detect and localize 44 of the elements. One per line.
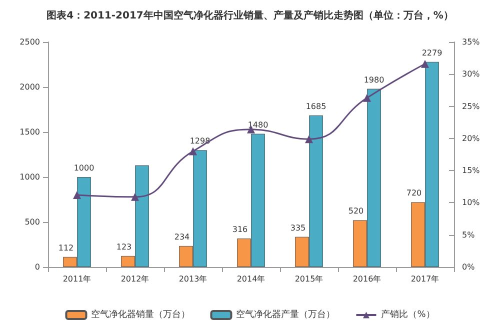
data-label: 234	[174, 232, 190, 242]
x-tick-label: 2014年	[236, 274, 266, 284]
data-label: 1980	[364, 75, 384, 84]
y-tick-label: 1000	[20, 172, 40, 182]
data-label: 316	[232, 225, 248, 234]
y-tick-label: 1500	[20, 128, 40, 136]
y2-tick-label: 35%	[462, 38, 480, 46]
y-tick-label: 2000	[20, 82, 40, 92]
legend-label: 空气净化器销量（万台）	[91, 309, 190, 320]
y-tick-label: 0	[34, 262, 40, 272]
data-label: 720	[406, 188, 422, 198]
y2-tick-label: 25%	[462, 102, 480, 111]
x-tick-label: 2013年	[178, 274, 208, 284]
data-label: 1000	[74, 164, 94, 172]
y2-tick-label: 5%	[462, 230, 476, 240]
legend-label: 产销比（%）	[381, 309, 435, 320]
data-label: 2279	[422, 48, 442, 58]
point	[73, 191, 81, 199]
point	[305, 135, 313, 144]
chart-title: 图表4：2011-2017年中国空气净化器行业销量、产量及产销比走势图（单位：万台，%）	[46, 10, 454, 22]
point	[421, 60, 429, 68]
y-tick-label: 500	[24, 218, 40, 226]
x-tick-label: 2016年	[352, 274, 382, 284]
y2-tick-label: 10%	[462, 198, 480, 208]
y2-tick-label: 0%	[462, 262, 476, 272]
x-tick-label: 2017年	[410, 274, 440, 284]
y2-tick-label: 15%	[462, 166, 480, 176]
data-label: 112	[58, 243, 74, 252]
point	[189, 147, 197, 156]
x-tick-label: 2012年	[120, 274, 150, 284]
point	[131, 192, 139, 201]
data-label: 1298	[190, 136, 210, 146]
data-label: 1685	[306, 102, 326, 111]
y2-tick-label: 30%	[462, 70, 480, 79]
y2-tick-label: 20%	[462, 134, 480, 143]
data-label: 1480	[248, 120, 268, 130]
legend-label: 空气净化器产量（万台）	[236, 309, 336, 320]
x-tick-label: 2015年	[294, 274, 324, 284]
point	[363, 94, 371, 102]
y-tick-label: 2500	[20, 38, 40, 46]
data-label: 520	[348, 206, 364, 216]
data-label: 123	[116, 242, 132, 252]
data-label: 335	[290, 223, 306, 232]
x-tick-label: 2011年	[62, 274, 92, 284]
